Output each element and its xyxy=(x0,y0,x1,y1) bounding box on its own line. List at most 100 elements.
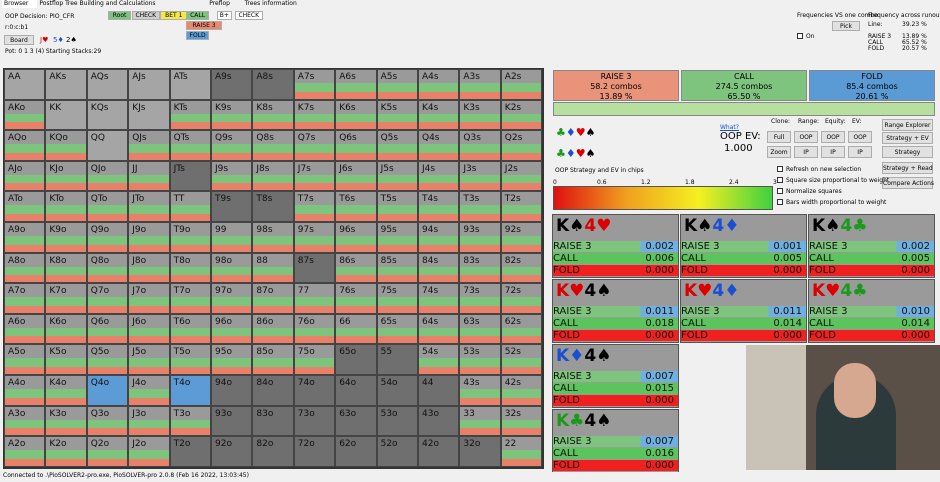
hand-cell[interactable]: TT xyxy=(169,191,211,222)
tab[interactable]: Postflop Tree Building and Calculations xyxy=(39,0,156,7)
hand-cell[interactable]: 82o xyxy=(252,436,294,467)
hand-cell[interactable]: KTs xyxy=(169,99,211,131)
hand-cell[interactable]: 95s xyxy=(376,222,418,253)
hand-cell[interactable]: AJo xyxy=(4,160,46,192)
hand-cell[interactable]: K7o xyxy=(45,283,87,314)
hand-cell[interactable]: 84o xyxy=(252,375,294,406)
hand-cell[interactable]: 42s xyxy=(500,375,543,406)
hand-cell[interactable]: 99 xyxy=(211,222,253,253)
hand-cell[interactable]: QQ xyxy=(86,130,129,161)
control-button[interactable]: OOP xyxy=(848,131,872,143)
hand-cell[interactable]: 43s xyxy=(459,375,501,406)
hand-cell[interactable]: 53o xyxy=(376,405,418,437)
hand-cell[interactable]: K3o xyxy=(45,405,87,437)
hand-cell[interactable]: Q4o xyxy=(86,375,129,406)
hand-cell[interactable]: J3s xyxy=(459,160,501,192)
hand-cell[interactable]: 93o xyxy=(211,405,253,437)
hand-cell[interactable]: A9s xyxy=(211,69,253,100)
hand-cell[interactable]: KJo xyxy=(45,160,87,192)
hand-cell[interactable]: 72o xyxy=(293,436,336,467)
hand-cell[interactable]: JTo xyxy=(128,191,170,222)
hand-cell[interactable]: 73o xyxy=(293,405,336,437)
hand-cell[interactable]: K6o xyxy=(45,313,87,345)
hand-cell[interactable]: Q9s xyxy=(211,130,253,161)
hand-cell[interactable]: 65o xyxy=(335,344,377,375)
hand-cell[interactable]: 53s xyxy=(459,344,501,375)
hand-cell[interactable]: 95o xyxy=(211,344,253,375)
hand-cell[interactable]: 74o xyxy=(293,375,336,406)
hand-cell[interactable]: T5o xyxy=(169,344,211,375)
action-button[interactable]: BET 1 xyxy=(160,11,188,20)
hand-cell[interactable]: K4s xyxy=(418,99,460,131)
tab[interactable]: Preflop xyxy=(209,0,230,7)
tab[interactable]: Trees information xyxy=(244,0,297,7)
hand-cell[interactable]: J7s xyxy=(293,160,336,192)
hand-cell[interactable]: 52s xyxy=(500,344,543,375)
hand-cell[interactable]: A7o xyxy=(4,283,46,314)
control-button[interactable]: IP xyxy=(848,146,872,158)
hand-cell[interactable]: K9o xyxy=(45,222,87,253)
hand-cell[interactable]: Q6s xyxy=(335,130,377,161)
on-checkbox[interactable] xyxy=(797,33,803,39)
hand-cell[interactable]: K8o xyxy=(45,252,87,284)
hand-cell[interactable]: 87s xyxy=(293,252,336,284)
hand-cell[interactable]: 66 xyxy=(335,313,377,345)
hand-cell[interactable]: 32o xyxy=(459,436,501,467)
hand-cell[interactable]: K3s xyxy=(459,99,501,131)
hand-cell[interactable]: K2s xyxy=(500,99,543,131)
hand-cell[interactable]: 55 xyxy=(376,344,418,375)
hand-cell[interactable]: Q3s xyxy=(459,130,501,161)
hand-cell[interactable]: Q7o xyxy=(86,283,129,314)
hand-cell[interactable]: 77 xyxy=(293,283,336,314)
hand-cell[interactable]: 62o xyxy=(335,436,377,467)
hand-cell[interactable]: QTs xyxy=(169,130,211,161)
hand-cell[interactable]: ATo xyxy=(4,191,46,222)
hand-cell[interactable]: 32s xyxy=(500,405,543,437)
hand-cell[interactable]: T6o xyxy=(169,313,211,345)
combo-panel[interactable]: K♠4♥ RAISE 3 0.002 CALL 0.006 FOLD 0.000 xyxy=(552,214,679,278)
hand-cell[interactable]: T5s xyxy=(376,191,418,222)
hand-cell[interactable]: T8o xyxy=(169,252,211,284)
action-button[interactable]: CHECK xyxy=(235,11,263,20)
tab[interactable]: Browser xyxy=(2,0,38,8)
side-button[interactable]: Range Explorer xyxy=(882,119,933,131)
hand-cell[interactable]: 62s xyxy=(500,313,543,345)
hand-cell[interactable]: KQo xyxy=(45,130,87,161)
hand-cell[interactable]: 94s xyxy=(418,222,460,253)
checkbox[interactable] xyxy=(777,199,783,205)
hand-cell[interactable]: 97s xyxy=(293,222,336,253)
hand-cell[interactable]: J9o xyxy=(128,222,170,253)
hand-cell[interactable]: A4o xyxy=(4,375,46,406)
hand-cell[interactable]: Q2o xyxy=(86,436,129,467)
hand-cell[interactable]: Q4s xyxy=(418,130,460,161)
hand-cell[interactable]: 96o xyxy=(211,313,253,345)
hand-cell[interactable]: AQs xyxy=(86,69,129,100)
hand-cell[interactable]: A4s xyxy=(418,69,460,100)
hand-cell[interactable]: A7s xyxy=(293,69,336,100)
hand-cell[interactable]: K8s xyxy=(252,99,294,131)
hand-cell[interactable]: Q2s xyxy=(500,130,543,161)
control-button[interactable]: Zoom xyxy=(767,146,791,158)
hand-cell[interactable]: 98s xyxy=(252,222,294,253)
hand-cell[interactable]: 85o xyxy=(252,344,294,375)
hand-cell[interactable]: T9s xyxy=(211,191,253,222)
hand-cell[interactable]: 54s xyxy=(418,344,460,375)
hand-cell[interactable]: J5o xyxy=(128,344,170,375)
hand-cell[interactable]: Q7s xyxy=(293,130,336,161)
combo-panel[interactable]: K♥4♣ RAISE 3 0.010 CALL 0.014 FOLD 0.000 xyxy=(808,279,935,343)
hand-cell[interactable]: 76s xyxy=(335,283,377,314)
hand-cell[interactable]: 82s xyxy=(500,252,543,284)
hand-cell[interactable]: 52o xyxy=(376,436,418,467)
hand-cell[interactable]: 88 xyxy=(252,252,294,284)
control-button[interactable]: IP xyxy=(821,146,845,158)
hand-cell[interactable]: K2o xyxy=(45,436,87,467)
hand-cell[interactable]: 44 xyxy=(418,375,460,406)
combo-panel[interactable]: K♣4♠ RAISE 3 0.007 CALL 0.016 FOLD 0.000 xyxy=(552,409,679,473)
hand-cell[interactable]: T2o xyxy=(169,436,211,467)
hand-cell[interactable]: 86s xyxy=(335,252,377,284)
hand-cell[interactable]: J4s xyxy=(418,160,460,192)
hand-cell[interactable]: A8o xyxy=(4,252,46,284)
control-button[interactable]: IP xyxy=(794,146,818,158)
hand-cell[interactable]: 43o xyxy=(418,405,460,437)
hand-cell[interactable]: J8o xyxy=(128,252,170,284)
